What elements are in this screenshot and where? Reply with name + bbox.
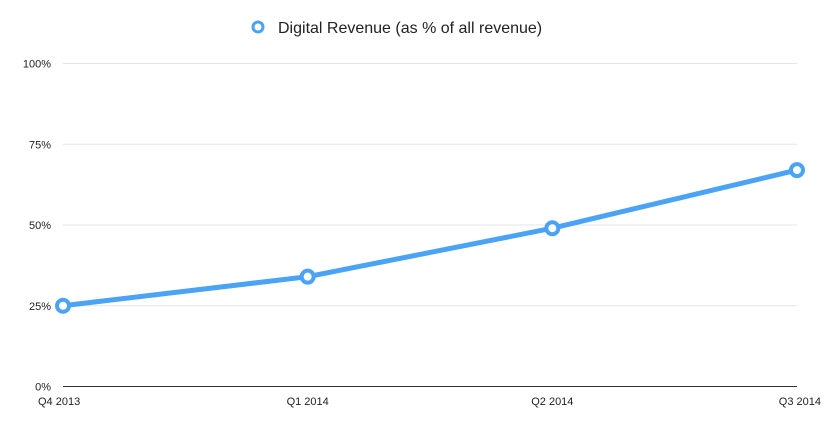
data-point [299, 268, 316, 285]
data-point [55, 297, 71, 314]
y-tick-label: 75% [29, 139, 51, 151]
y-tick-label: 50% [29, 220, 51, 232]
legend-marker [251, 20, 265, 34]
x-tick-label: Q4 2013 [38, 396, 80, 408]
gridlines [63, 63, 797, 307]
legend-label: Digital Revenue (as % of all revenue) [278, 20, 542, 37]
x-axis: Q4 2013 Q1 2014 Q2 2014 Q3 2014 [38, 396, 821, 408]
x-tick-label: Q2 2014 [531, 396, 573, 408]
y-tick-label: 0% [35, 382, 51, 394]
data-point [544, 220, 561, 237]
series-line [60, 167, 800, 309]
x-tick-label: Q1 2014 [287, 396, 329, 408]
legend: Digital Revenue (as % of all revenue) [251, 20, 542, 37]
y-tick-label: 25% [29, 301, 51, 313]
series [55, 162, 805, 314]
y-tick-label: 100% [23, 59, 51, 71]
data-point [789, 162, 805, 179]
y-axis: 0% 25% 50% 75% 100% [23, 59, 51, 394]
x-tick-label: Q3 2014 [779, 396, 821, 408]
